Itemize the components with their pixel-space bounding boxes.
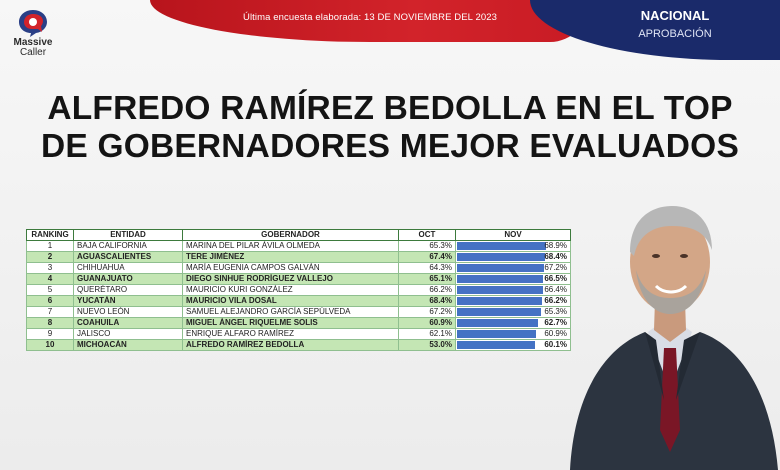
table-row: 6 YUCATÁN MAURICIO VILA DOSAL 68.4% 66.2… bbox=[26, 295, 571, 307]
nov-bar bbox=[457, 308, 542, 316]
nov-value: 68.9% bbox=[544, 241, 567, 251]
cell-nov: 68.9% bbox=[455, 240, 571, 252]
chat-bubble-icon bbox=[19, 10, 47, 37]
cell-nov: 62.7% bbox=[455, 317, 571, 329]
cell-gobernador: DIEGO SINHUE RODRÍGUEZ VALLEJO bbox=[182, 273, 399, 285]
cell-gobernador: MARINA DEL PILAR ÁVILA OLMEDA bbox=[182, 240, 399, 252]
cell-gobernador: ENRIQUE ALFARO RAMÍREZ bbox=[182, 328, 399, 340]
nov-bar bbox=[457, 264, 544, 272]
nov-value: 66.5% bbox=[544, 274, 567, 284]
nov-bar bbox=[457, 341, 535, 349]
cell-oct: 68.4% bbox=[398, 295, 456, 307]
cell-nov: 66.4% bbox=[455, 284, 571, 296]
cell-rank: 8 bbox=[26, 317, 74, 329]
cell-rank: 1 bbox=[26, 240, 74, 252]
table-row: 5 QUERÉTARO MAURICIO KURI GONZÁLEZ 66.2%… bbox=[26, 284, 571, 296]
cell-oct: 53.0% bbox=[398, 339, 456, 351]
nov-bar bbox=[457, 330, 536, 338]
survey-date-text: Última encuesta elaborada: 13 DE NOVIEMB… bbox=[243, 12, 497, 23]
cell-entidad: YUCATÁN bbox=[73, 295, 183, 307]
region-label: NACIONAL bbox=[640, 8, 710, 23]
cell-gobernador: MARÍA EUGENIA CAMPOS GALVÁN bbox=[182, 262, 399, 274]
nov-bar bbox=[457, 286, 543, 294]
cell-oct: 64.3% bbox=[398, 262, 456, 274]
nov-value: 60.1% bbox=[544, 340, 567, 350]
cell-nov: 65.3% bbox=[455, 306, 571, 318]
table-row: 3 CHIHUAHUA MARÍA EUGENIA CAMPOS GALVÁN … bbox=[26, 262, 571, 274]
cell-entidad: QUERÉTARO bbox=[73, 284, 183, 296]
nov-bar bbox=[457, 242, 546, 250]
cell-oct: 65.3% bbox=[398, 240, 456, 252]
nov-value: 65.3% bbox=[544, 307, 567, 317]
cell-entidad: CHIHUAHUA bbox=[73, 262, 183, 274]
cell-nov: 67.2% bbox=[455, 262, 571, 274]
cell-entidad: COAHUILA bbox=[73, 317, 183, 329]
nov-bar bbox=[457, 297, 543, 305]
cell-entidad: AGUASCALIENTES bbox=[73, 251, 183, 263]
header-entidad: ENTIDAD bbox=[73, 229, 183, 241]
table-row: 7 NUEVO LEÓN SAMUEL ALEJANDRO GARCÍA SEP… bbox=[26, 306, 571, 318]
cell-nov: 66.2% bbox=[455, 295, 571, 307]
cell-gobernador: MAURICIO VILA DOSAL bbox=[182, 295, 399, 307]
table-row: 2 AGUASCALIENTES TERE JIMÉNEZ 67.4% 68.4… bbox=[26, 251, 571, 263]
nov-value: 62.7% bbox=[544, 318, 567, 328]
cell-oct: 67.2% bbox=[398, 306, 456, 318]
logo-text-line1: Massive bbox=[13, 37, 53, 48]
cell-rank: 3 bbox=[26, 262, 74, 274]
cell-rank: 5 bbox=[26, 284, 74, 296]
cell-gobernador: MIGUEL ÁNGEL RIQUELME SOLIS bbox=[182, 317, 399, 329]
cell-gobernador: ALFREDO RAMÍREZ BEDOLLA bbox=[182, 339, 399, 351]
nov-value: 68.4% bbox=[544, 252, 567, 262]
governor-portrait bbox=[570, 206, 778, 470]
table-row: 1 BAJA CALIFORNIA MARINA DEL PILAR ÁVILA… bbox=[26, 240, 571, 252]
nov-value: 67.2% bbox=[544, 263, 567, 273]
nov-bar bbox=[457, 319, 538, 327]
cell-entidad: GUANAJUATO bbox=[73, 273, 183, 285]
cell-rank: 10 bbox=[26, 339, 74, 351]
cell-gobernador: TERE JIMÉNEZ bbox=[182, 251, 399, 263]
cell-nov: 68.4% bbox=[455, 251, 571, 263]
cell-rank: 7 bbox=[26, 306, 74, 318]
table-row: 10 MICHOACÁN ALFREDO RAMÍREZ BEDOLLA 53.… bbox=[26, 339, 571, 351]
header-gobernador: GOBERNADOR bbox=[182, 229, 399, 241]
cell-entidad: JALISCO bbox=[73, 328, 183, 340]
cell-entidad: BAJA CALIFORNIA bbox=[73, 240, 183, 252]
cell-nov: 66.5% bbox=[455, 273, 571, 285]
nov-value: 60.9% bbox=[544, 329, 567, 339]
cell-rank: 2 bbox=[26, 251, 74, 263]
cell-rank: 4 bbox=[26, 273, 74, 285]
nov-value: 66.2% bbox=[544, 296, 567, 306]
cell-gobernador: SAMUEL ALEJANDRO GARCÍA SEPÚLVEDA bbox=[182, 306, 399, 318]
header-nov: NOV bbox=[455, 229, 571, 241]
logo: Massive Caller bbox=[6, 8, 60, 60]
cell-entidad: NUEVO LEÓN bbox=[73, 306, 183, 318]
table-row: 9 JALISCO ENRIQUE ALFARO RAMÍREZ 62.1% 6… bbox=[26, 328, 571, 340]
cell-nov: 60.1% bbox=[455, 339, 571, 351]
headline-line2: DE GOBERNADORES MEJOR EVALUADOS bbox=[41, 128, 739, 165]
cell-entidad: MICHOACÁN bbox=[73, 339, 183, 351]
table-header-row: RANKING ENTIDAD GOBERNADOR OCT NOV bbox=[26, 229, 571, 241]
headline-line1: ALFREDO RAMÍREZ BEDOLLA EN EL TOP bbox=[47, 90, 733, 127]
cell-nov: 60.9% bbox=[455, 328, 571, 340]
cell-rank: 6 bbox=[26, 295, 74, 307]
nov-value: 66.4% bbox=[544, 285, 567, 295]
cell-oct: 66.2% bbox=[398, 284, 456, 296]
header-oct: OCT bbox=[398, 229, 456, 241]
logo-text-line2: Caller bbox=[19, 47, 47, 58]
table-row: 8 COAHUILA MIGUEL ÁNGEL RIQUELME SOLIS 6… bbox=[26, 317, 571, 329]
cell-oct: 65.1% bbox=[398, 273, 456, 285]
nov-bar bbox=[457, 253, 546, 261]
cell-oct: 62.1% bbox=[398, 328, 456, 340]
cell-oct: 67.4% bbox=[398, 251, 456, 263]
header-ranking: RANKING bbox=[26, 229, 74, 241]
nov-bar bbox=[457, 275, 543, 283]
cell-oct: 60.9% bbox=[398, 317, 456, 329]
table-row: 4 GUANAJUATO DIEGO SINHUE RODRÍGUEZ VALL… bbox=[26, 273, 571, 285]
cell-rank: 9 bbox=[26, 328, 74, 340]
cell-gobernador: MAURICIO KURI GONZÁLEZ bbox=[182, 284, 399, 296]
metric-label: APROBACIÓN bbox=[638, 28, 712, 40]
ranking-table: RANKING ENTIDAD GOBERNADOR OCT NOV 1 BAJ… bbox=[26, 229, 571, 351]
headline: ALFREDO RAMÍREZ BEDOLLA EN EL TOP DE GOB… bbox=[20, 90, 760, 166]
